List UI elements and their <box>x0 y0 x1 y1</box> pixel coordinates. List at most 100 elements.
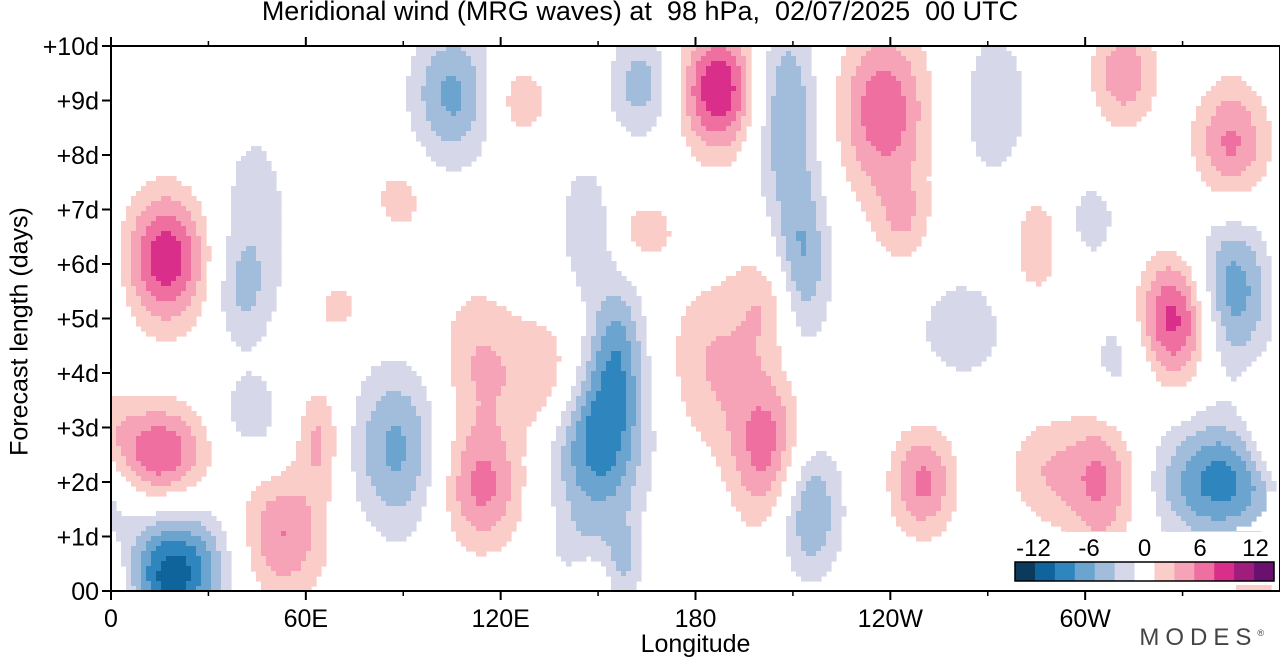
field-cell <box>616 561 632 567</box>
colorbar-swatch <box>1214 562 1235 581</box>
field-cell <box>426 76 447 82</box>
field-cell <box>116 531 142 537</box>
field-cell <box>936 511 952 517</box>
field-cell <box>801 491 827 497</box>
field-cell <box>421 421 432 427</box>
field-cell <box>1206 141 1222 147</box>
field-cell <box>366 456 387 462</box>
field-cell <box>971 71 1022 77</box>
field-cell <box>861 201 882 207</box>
field-cell <box>1186 501 1252 507</box>
field-cell <box>311 451 322 457</box>
field-cell <box>896 441 952 447</box>
field-cell <box>746 86 752 92</box>
field-cell <box>261 531 282 537</box>
field-cell <box>211 581 222 587</box>
field-cell <box>691 116 702 122</box>
field-cell <box>146 466 177 472</box>
field-cell <box>1256 321 1272 327</box>
colorbar-swatch <box>1094 562 1116 581</box>
field-cell <box>496 491 512 497</box>
field-cell <box>771 121 807 127</box>
field-cell <box>641 361 652 367</box>
field-cell <box>381 191 412 197</box>
field-cell <box>731 51 742 57</box>
field-cell <box>1196 451 1237 457</box>
field-cell <box>916 121 932 127</box>
field-cell <box>461 541 507 547</box>
field-cell <box>381 361 407 367</box>
field-cell <box>781 226 817 232</box>
field-cell <box>701 121 732 127</box>
field-cell <box>1196 331 1202 337</box>
field-cell <box>231 391 272 397</box>
field-cell <box>556 546 612 552</box>
field-cell <box>1216 301 1227 307</box>
field-cell <box>826 531 842 537</box>
field-cell <box>691 151 737 157</box>
field-cell <box>1151 281 1187 287</box>
field-cell <box>1096 51 1112 57</box>
field-cell <box>731 96 742 102</box>
field-cell <box>831 511 847 517</box>
field-cell <box>816 216 827 222</box>
field-cell <box>601 561 617 567</box>
field-cell <box>461 471 472 477</box>
field-cell <box>586 421 627 427</box>
field-cell <box>236 276 262 282</box>
field-cell <box>151 561 162 567</box>
field-cell <box>111 411 147 417</box>
field-cell <box>1266 486 1277 492</box>
field-cell <box>496 396 547 402</box>
field-cell <box>181 446 197 452</box>
field-cell <box>1121 101 1127 107</box>
field-cell <box>916 91 932 97</box>
field-cell <box>1176 511 1197 517</box>
field-cell <box>866 91 902 97</box>
field-cell <box>571 441 587 447</box>
field-cell <box>976 146 1012 152</box>
field-cell <box>801 296 812 302</box>
field-cell <box>1256 136 1272 142</box>
field-cell <box>1081 201 1107 207</box>
field-cell <box>796 521 832 527</box>
field-cell <box>1101 436 1122 442</box>
field-cell <box>801 71 812 77</box>
field-cell <box>901 131 917 137</box>
field-cell <box>366 421 422 427</box>
field-cell <box>931 471 947 477</box>
field-cell <box>226 266 237 272</box>
field-cell <box>1021 231 1052 237</box>
field-cell <box>456 496 477 502</box>
field-cell <box>1166 471 1182 477</box>
field-cell <box>771 461 782 467</box>
field-cell <box>611 106 662 112</box>
field-cell <box>631 546 642 552</box>
field-cell <box>741 481 772 487</box>
field-cell <box>186 286 197 292</box>
field-cell <box>741 121 752 127</box>
field-cell <box>506 511 522 517</box>
field-cell <box>1141 66 1157 72</box>
field-cell <box>1241 136 1257 142</box>
field-cell <box>556 536 602 542</box>
field-cell <box>141 531 162 537</box>
field-cell <box>916 201 932 207</box>
field-cell <box>801 466 837 472</box>
field-cell <box>641 451 652 457</box>
field-cell <box>476 106 487 112</box>
field-cell <box>706 101 732 107</box>
field-cell <box>801 326 822 332</box>
field-cell <box>471 61 487 67</box>
field-cell <box>1251 336 1272 342</box>
field-cell <box>476 86 487 92</box>
field-cell <box>1191 291 1197 297</box>
field-cell <box>201 571 212 577</box>
field-cell <box>1241 266 1262 272</box>
field-cell <box>861 56 907 62</box>
field-cell <box>576 466 592 472</box>
field-cell <box>1096 91 1112 97</box>
field-cell <box>441 101 462 107</box>
field-cell <box>776 386 792 392</box>
field-cell <box>131 231 147 237</box>
